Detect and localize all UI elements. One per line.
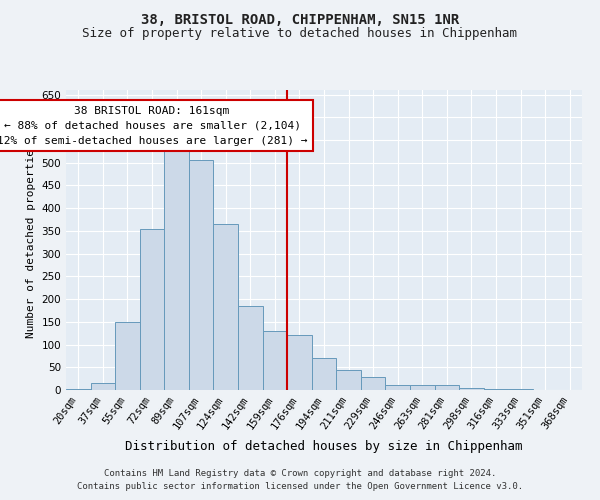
Bar: [164, 149, 189, 390]
Text: Size of property relative to detached houses in Chippenham: Size of property relative to detached ho…: [83, 28, 517, 40]
Bar: [263, 331, 287, 390]
Bar: [214, 224, 238, 390]
Text: 38, BRISTOL ROAD, CHIPPENHAM, SN15 1NR: 38, BRISTOL ROAD, CHIPPENHAM, SN15 1NR: [141, 12, 459, 26]
Bar: [385, 384, 410, 390]
Bar: [459, 388, 484, 390]
Bar: [287, 336, 312, 390]
Bar: [336, 370, 361, 390]
Bar: [66, 389, 91, 390]
Bar: [189, 160, 214, 390]
Bar: [361, 378, 385, 390]
Bar: [140, 228, 164, 390]
Bar: [508, 389, 533, 390]
Text: Contains HM Land Registry data © Crown copyright and database right 2024.: Contains HM Land Registry data © Crown c…: [104, 468, 496, 477]
X-axis label: Distribution of detached houses by size in Chippenham: Distribution of detached houses by size …: [125, 440, 523, 452]
Bar: [238, 306, 263, 390]
Bar: [410, 384, 434, 390]
Y-axis label: Number of detached properties: Number of detached properties: [26, 142, 36, 338]
Text: 38 BRISTOL ROAD: 161sqm    
← 88% of detached houses are smaller (2,104)
12% of : 38 BRISTOL ROAD: 161sqm ← 88% of detache…: [0, 106, 307, 146]
Bar: [484, 389, 508, 390]
Text: Contains public sector information licensed under the Open Government Licence v3: Contains public sector information licen…: [77, 482, 523, 491]
Bar: [434, 386, 459, 390]
Bar: [312, 358, 336, 390]
Bar: [91, 383, 115, 390]
Bar: [115, 322, 140, 390]
